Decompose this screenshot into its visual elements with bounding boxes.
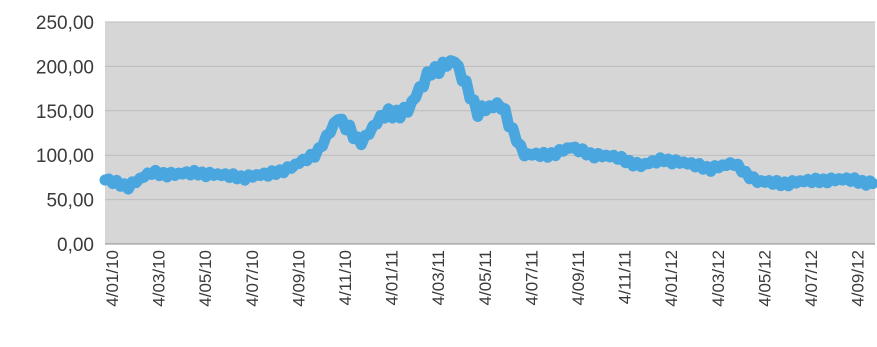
- data-point: [659, 154, 670, 165]
- series-group: [99, 55, 877, 195]
- data-point: [239, 172, 250, 183]
- x-tick-label: 4/05/12: [755, 250, 774, 307]
- x-tick-label: 4/09/10: [289, 250, 308, 307]
- x-tick-label: 4/07/10: [243, 250, 262, 307]
- x-tick-label: 4/05/11: [476, 250, 495, 305]
- data-point: [612, 152, 623, 163]
- y-tick-label: 250,00: [36, 13, 94, 34]
- data-point: [402, 105, 413, 116]
- y-axis-tick-labels: 0,00 50,00 100,00 150,00 200,00 250,00: [36, 13, 94, 256]
- x-tick-label: 4/09/11: [569, 250, 588, 305]
- plot-area: [105, 22, 875, 244]
- x-tick-label: 4/01/11: [383, 250, 402, 305]
- x-axis-tick-labels: 4/01/10 4/03/10 4/05/10 4/07/10 4/09/10 4/11/…: [103, 250, 868, 307]
- y-tick-label: 200,00: [36, 57, 94, 78]
- data-point: [752, 176, 763, 187]
- data-point: [356, 136, 367, 147]
- x-tick-label: 4/05/10: [196, 250, 215, 307]
- x-tick-label: 4/11/11: [616, 250, 635, 304]
- data-point: [705, 163, 716, 174]
- data-point: [449, 56, 460, 67]
- x-tick-label: 4/01/12: [662, 250, 681, 307]
- x-tick-label: 4/07/11: [522, 250, 541, 305]
- data-point: [263, 169, 274, 180]
- data-point: [845, 175, 856, 186]
- data-point: [426, 65, 437, 76]
- data-point: [286, 162, 297, 173]
- data-point: [169, 169, 180, 180]
- y-tick-label: 0,00: [57, 235, 94, 256]
- data-point: [496, 101, 507, 112]
- data-point: [216, 170, 227, 181]
- data-point: [519, 150, 530, 161]
- data-point: [868, 178, 877, 189]
- y-tick-label: 100,00: [36, 146, 94, 167]
- data-point: [542, 150, 553, 161]
- x-tick-label: 4/01/10: [103, 250, 122, 307]
- data-point: [682, 159, 693, 170]
- data-point: [100, 175, 110, 186]
- data-point: [193, 167, 204, 178]
- data-point: [729, 159, 740, 170]
- x-tick-label: 4/03/10: [150, 250, 169, 307]
- data-point: [309, 150, 320, 161]
- data-point: [775, 178, 786, 189]
- data-point: [146, 167, 157, 178]
- y-tick-label: 50,00: [46, 191, 94, 212]
- data-point: [822, 175, 833, 186]
- data-point: [379, 110, 390, 121]
- x-tick-label: 4/03/11: [429, 250, 448, 305]
- data-point: [333, 114, 343, 125]
- data-point: [799, 176, 809, 187]
- series-line: [99, 55, 877, 195]
- x-tick-label: 4/11/10: [336, 250, 355, 305]
- data-point: [472, 105, 483, 116]
- data-point: [589, 150, 600, 161]
- x-tick-label: 4/09/12: [849, 250, 868, 307]
- x-tick-label: 4/03/12: [709, 250, 728, 307]
- data-point: [635, 160, 646, 171]
- y-tick-label: 150,00: [36, 102, 94, 123]
- x-tick-label: 4/07/12: [802, 250, 821, 307]
- data-point: [123, 181, 134, 192]
- data-point: [566, 143, 576, 154]
